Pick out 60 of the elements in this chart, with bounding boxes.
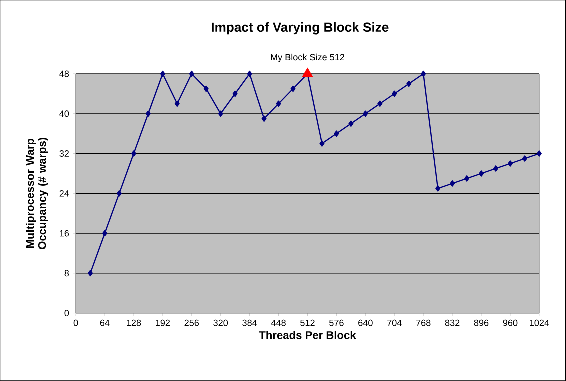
x-tick-label: 832 xyxy=(445,320,460,326)
point xyxy=(479,170,484,177)
x-tick-label: 960 xyxy=(503,320,518,326)
point xyxy=(392,90,398,97)
point xyxy=(116,190,122,197)
y-tick-label: 16 xyxy=(60,230,70,237)
x-tick-label: 1024 xyxy=(530,320,550,326)
x-tick-label: 128 xyxy=(127,320,142,326)
point xyxy=(378,100,383,107)
x-tick-label: 448 xyxy=(271,320,286,326)
point xyxy=(536,150,542,157)
point xyxy=(494,165,498,172)
point xyxy=(348,120,354,127)
y-axis-title: Multiprocessor Warp Occupancy (# warps) xyxy=(26,138,48,250)
point xyxy=(320,140,325,147)
point xyxy=(450,180,456,187)
point xyxy=(522,156,528,162)
x-tick-label: 64 xyxy=(100,320,110,326)
x-tick-label: 768 xyxy=(416,320,431,326)
point xyxy=(131,150,136,157)
x-tick-label: 192 xyxy=(156,320,170,326)
point xyxy=(160,70,166,78)
point xyxy=(232,90,238,97)
y-tick-label: 40 xyxy=(60,110,70,117)
x-tick-label: 256 xyxy=(184,320,200,326)
point xyxy=(218,110,224,117)
point xyxy=(436,185,441,192)
point xyxy=(204,86,209,92)
point xyxy=(302,68,314,78)
y-tick-label: 0 xyxy=(64,310,70,316)
x-tick-label: 576 xyxy=(330,320,344,326)
point xyxy=(102,230,108,237)
chart-title: Impact of Varying Block Size xyxy=(212,22,389,35)
x-tick-label: 0 xyxy=(74,320,78,326)
x-tick-label: 896 xyxy=(474,320,489,326)
x-tick-label: 384 xyxy=(242,320,258,326)
point xyxy=(363,110,368,117)
x-tick-label: 512 xyxy=(300,320,315,326)
x-tick-label: 320 xyxy=(214,320,228,326)
point xyxy=(464,175,470,182)
x-axis-title: Threads Per Block xyxy=(259,331,356,340)
point xyxy=(88,270,94,276)
point xyxy=(406,80,412,87)
point xyxy=(247,70,252,78)
x-tick-label: 704 xyxy=(388,320,402,326)
point xyxy=(262,116,267,122)
x-tick-label: 640 xyxy=(358,320,373,326)
annotation: My Block Size 512 xyxy=(271,54,344,62)
point xyxy=(146,110,151,117)
point xyxy=(174,100,180,107)
point xyxy=(189,70,194,78)
point xyxy=(421,70,426,78)
point xyxy=(334,130,340,137)
y-tick-label: 8 xyxy=(64,270,70,277)
point xyxy=(290,86,296,92)
point xyxy=(508,160,513,167)
point xyxy=(276,100,282,107)
y-tick-label: 24 xyxy=(60,190,70,197)
y-tick-label: 32 xyxy=(60,150,69,157)
y-tick-label: 48 xyxy=(60,70,70,78)
